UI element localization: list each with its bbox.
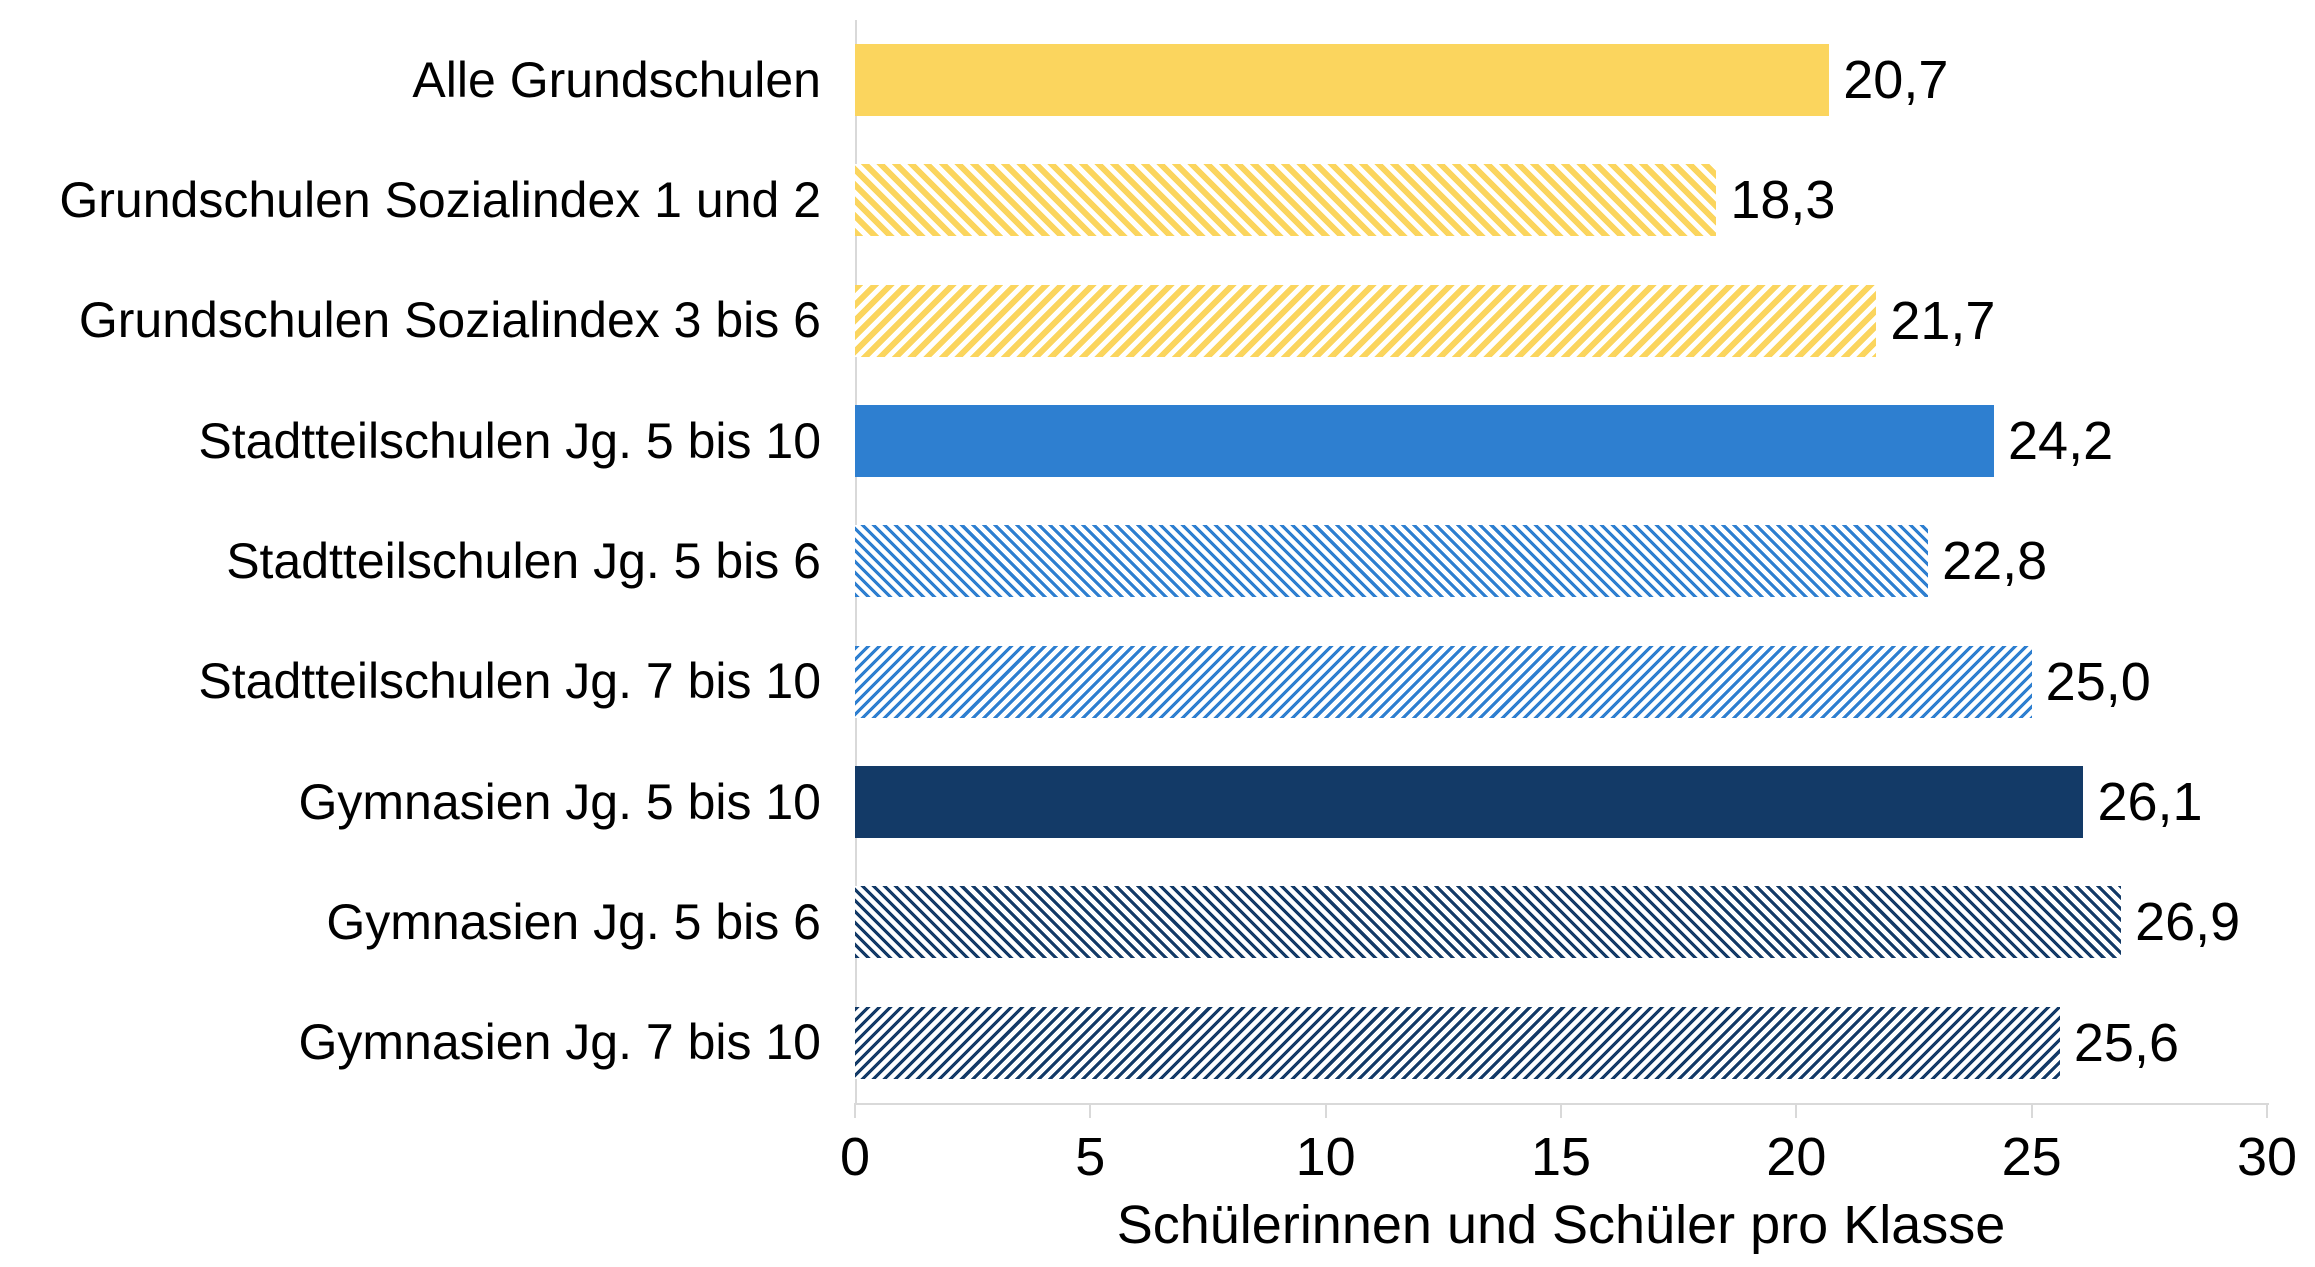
value-label: 25,6 bbox=[2073, 1012, 2179, 1073]
value-label: 21,7 bbox=[1890, 290, 1996, 351]
x-tick-mark bbox=[2030, 1103, 2033, 1118]
value-label: 26,1 bbox=[2097, 772, 2203, 833]
bar-track: 21,7 bbox=[855, 261, 2267, 381]
bar bbox=[855, 886, 2122, 959]
bar bbox=[855, 525, 1929, 598]
category-label: Stadtteilschulen Jg. 5 bis 10 bbox=[198, 412, 821, 469]
x-tick-label: 30 bbox=[2236, 1127, 2298, 1187]
category-label: Alle Grundschulen bbox=[412, 51, 821, 108]
x-tick-label: 25 bbox=[2001, 1127, 2062, 1187]
category-label: Gymnasien Jg. 5 bis 10 bbox=[298, 773, 822, 830]
bar-track: 20,7 bbox=[855, 20, 2267, 140]
x-tick-label: 0 bbox=[839, 1127, 871, 1187]
bar-track: 26,1 bbox=[855, 742, 2267, 862]
bar bbox=[855, 164, 1717, 237]
x-tick-mark bbox=[2266, 1103, 2268, 1118]
bar-row: Grundschulen Sozialindex 3 bis 6 21,7 bbox=[0, 261, 2315, 381]
value-label: 20,7 bbox=[1843, 50, 1949, 111]
bar-row: Alle Grundschulen 20,7 bbox=[0, 20, 2315, 140]
value-label: 26,9 bbox=[2135, 892, 2241, 953]
bar-row: Gymnasien Jg. 5 bis 10 26,1 bbox=[0, 742, 2315, 862]
x-tick-label: 15 bbox=[1530, 1127, 1592, 1187]
bar-row: Grundschulen Sozialindex 1 und 2 18,3 bbox=[0, 140, 2315, 260]
bar-track: 26,9 bbox=[855, 862, 2267, 982]
bar bbox=[855, 44, 1830, 117]
bar-track: 25,6 bbox=[855, 983, 2267, 1103]
bar bbox=[855, 766, 2084, 839]
bar-row: Gymnasien Jg. 7 bis 10 25,6 bbox=[0, 983, 2315, 1103]
bar-track: 22,8 bbox=[855, 501, 2267, 621]
bar-track: 25,0 bbox=[855, 622, 2267, 742]
x-tick-label: 20 bbox=[1766, 1127, 1827, 1187]
x-tick-label: 5 bbox=[1075, 1127, 1106, 1187]
x-tick-label: 10 bbox=[1295, 1127, 1356, 1187]
x-tick-mark bbox=[1560, 1103, 1562, 1118]
bar-row: Stadtteilschulen Jg. 7 bis 10 25,0 bbox=[0, 622, 2315, 742]
bar-row: Gymnasien Jg. 5 bis 6 26,9 bbox=[0, 862, 2315, 982]
value-label: 18,3 bbox=[1730, 170, 1836, 231]
bar-rows: Alle Grundschulen 20,7 Grundschulen Sozial… bbox=[0, 20, 2315, 1103]
value-label: 22,8 bbox=[1942, 531, 2048, 592]
category-label: Gymnasien Jg. 7 bis 10 bbox=[298, 1014, 822, 1071]
bar-track: 18,3 bbox=[855, 140, 2267, 260]
bar-row: Stadtteilschulen Jg. 5 bis 10 24,2 bbox=[0, 381, 2315, 501]
bar bbox=[855, 1006, 2060, 1079]
category-label: Gymnasien Jg. 5 bis 6 bbox=[326, 893, 821, 950]
x-tick-mark bbox=[1089, 1103, 1092, 1118]
x-axis-line bbox=[855, 1103, 2269, 1105]
category-label: Stadtteilschulen Jg. 7 bis 10 bbox=[198, 653, 821, 710]
category-label: Grundschulen Sozialindex 1 und 2 bbox=[59, 171, 821, 228]
category-label: Grundschulen Sozialindex 3 bis 6 bbox=[78, 292, 821, 349]
bar-row: Stadtteilschulen Jg. 5 bis 6 22,8 bbox=[0, 501, 2315, 621]
bar bbox=[855, 405, 1995, 478]
x-tick-mark bbox=[1324, 1103, 1327, 1118]
x-axis-title: Schülerinnen und Schüler pro Klasse bbox=[1116, 1195, 2006, 1255]
category-label: Stadtteilschulen Jg. 5 bis 6 bbox=[226, 532, 821, 589]
value-label: 25,0 bbox=[2045, 651, 2151, 712]
x-tick-mark bbox=[854, 1103, 856, 1118]
bar bbox=[855, 284, 1877, 357]
value-label: 24,2 bbox=[2008, 411, 2114, 472]
x-tick-mark bbox=[1795, 1103, 1798, 1118]
bar bbox=[855, 645, 2032, 718]
bar-track: 24,2 bbox=[855, 381, 2267, 501]
